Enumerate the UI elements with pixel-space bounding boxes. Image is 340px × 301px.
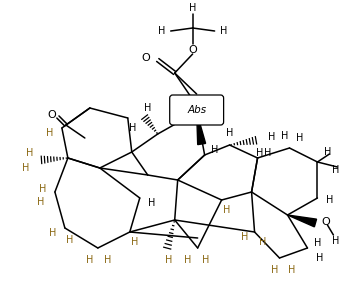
Text: H: H — [66, 235, 73, 245]
Text: H: H — [326, 195, 333, 205]
Text: H: H — [259, 237, 266, 247]
Text: O: O — [141, 53, 150, 63]
Text: H: H — [22, 163, 30, 173]
Text: H: H — [281, 131, 288, 141]
Text: H: H — [264, 148, 271, 158]
Text: H: H — [104, 255, 112, 265]
Text: H: H — [211, 145, 218, 155]
Text: Abs: Abs — [187, 105, 206, 115]
Text: H: H — [148, 198, 155, 208]
Text: H: H — [256, 148, 263, 158]
Text: H: H — [226, 128, 233, 138]
Text: H: H — [144, 103, 151, 113]
Text: H: H — [223, 205, 230, 215]
Text: H: H — [202, 255, 209, 265]
Text: O: O — [48, 110, 56, 120]
Text: H: H — [316, 253, 323, 263]
Text: H: H — [241, 232, 248, 242]
Text: H: H — [314, 238, 321, 248]
Text: H: H — [296, 133, 303, 143]
Text: H: H — [271, 265, 278, 275]
Text: H: H — [324, 147, 331, 157]
Text: H: H — [86, 255, 94, 265]
Text: H: H — [332, 165, 339, 175]
Polygon shape — [288, 215, 317, 227]
Text: H: H — [129, 123, 136, 133]
Text: H: H — [46, 128, 54, 138]
Text: H: H — [49, 228, 56, 238]
Text: H: H — [268, 132, 275, 142]
Text: O: O — [188, 45, 197, 55]
Text: H: H — [158, 26, 165, 36]
Text: O: O — [321, 217, 330, 227]
Text: H: H — [26, 148, 34, 158]
Text: H: H — [288, 265, 295, 275]
Text: H: H — [220, 26, 227, 36]
Text: H: H — [131, 237, 138, 247]
Text: H: H — [37, 197, 45, 207]
Polygon shape — [197, 112, 206, 144]
Text: H: H — [39, 184, 47, 194]
Text: H: H — [332, 236, 339, 246]
Text: H: H — [165, 255, 172, 265]
Text: H: H — [189, 3, 197, 13]
FancyBboxPatch shape — [170, 95, 224, 125]
Text: H: H — [184, 255, 191, 265]
